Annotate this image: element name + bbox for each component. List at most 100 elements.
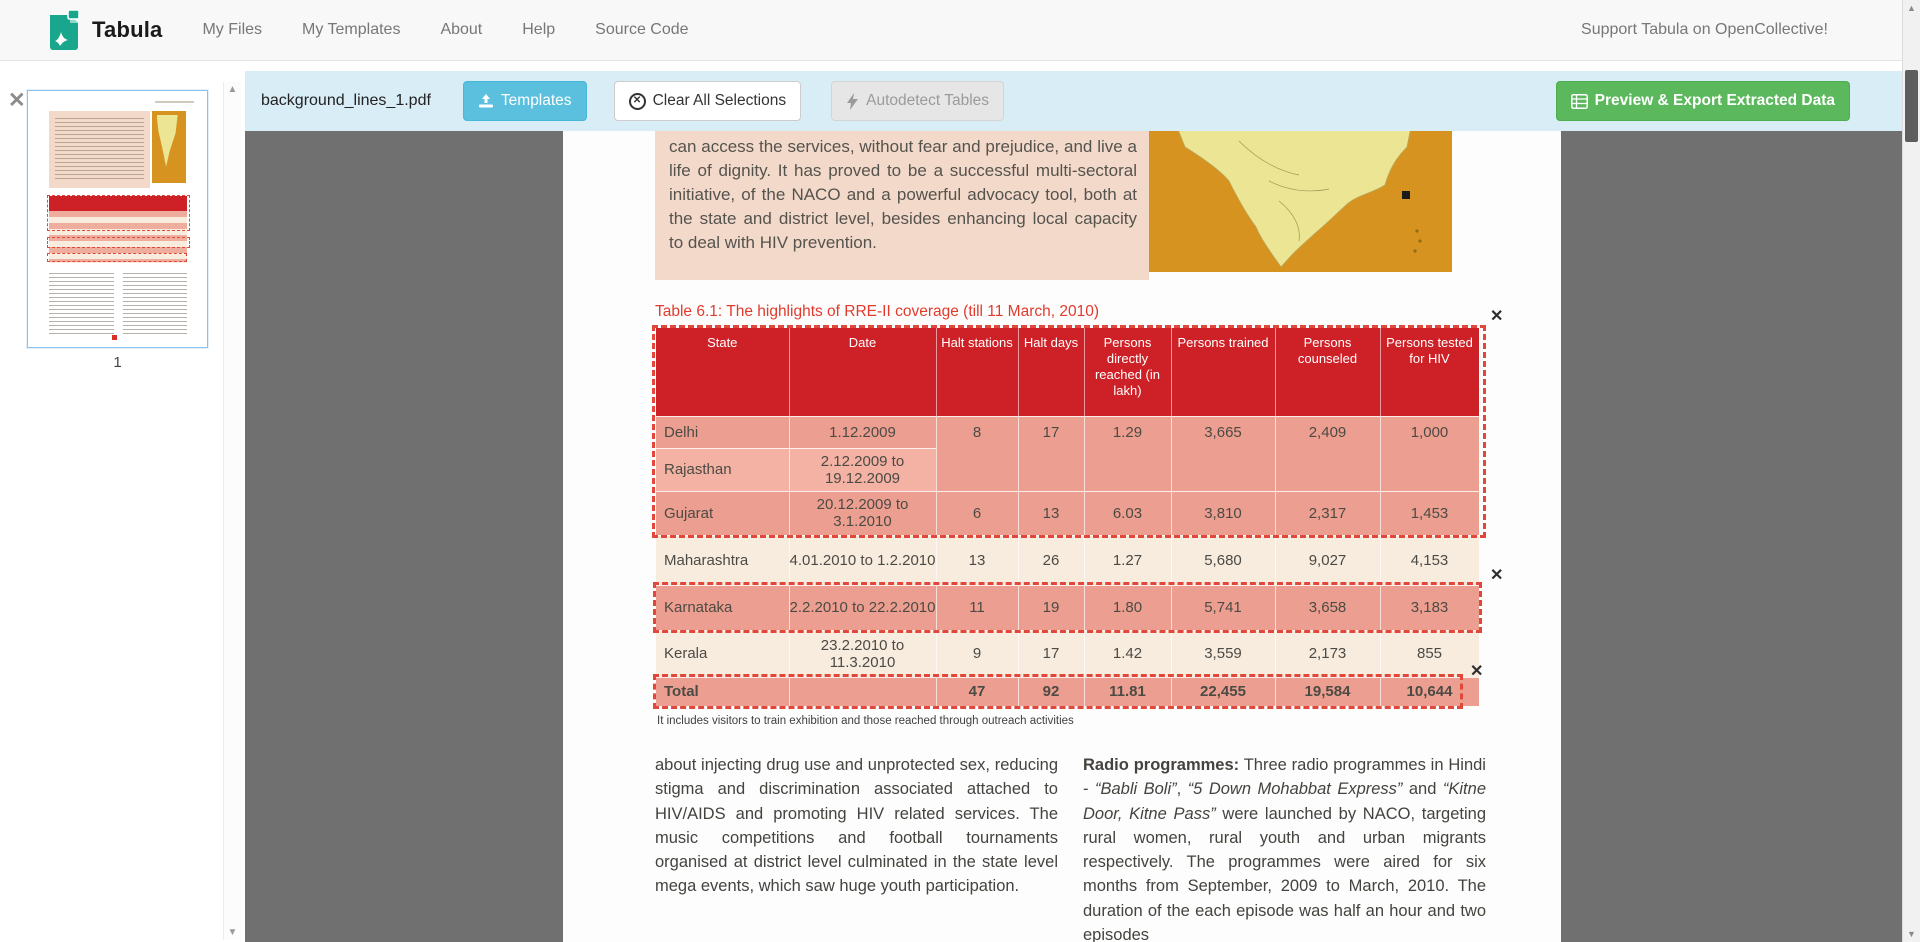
- support-link[interactable]: Support Tabula on OpenCollective!: [1581, 21, 1828, 38]
- table-cell: 1.42: [1084, 629, 1172, 677]
- window-scrollbar[interactable]: ▲ ▼: [1902, 0, 1920, 942]
- table-header-cell: Persons counseled: [1275, 328, 1381, 416]
- table-cell: 2,173: [1275, 629, 1381, 677]
- table-cell: 855: [1380, 629, 1480, 677]
- table-cell: Karnataka: [656, 584, 790, 630]
- navbar: Tabula My Files My Templates About Help …: [0, 0, 1920, 61]
- table-cell: Rajasthan: [656, 447, 790, 491]
- table-cell: 1,000: [1380, 415, 1480, 491]
- clear-selections-icon: ✕: [628, 92, 646, 110]
- table-cell: Kerala: [656, 629, 790, 677]
- nav-item-my-templates[interactable]: My Templates: [302, 21, 401, 38]
- india-map-figure: [1149, 131, 1452, 272]
- tabula-logo-icon: [50, 9, 80, 50]
- brand-link[interactable]: Tabula: [46, 9, 162, 51]
- remove-page-icon[interactable]: ✕: [8, 89, 26, 112]
- table-header-cell: Date: [789, 328, 937, 416]
- nav-item-source-code[interactable]: Source Code: [595, 21, 689, 38]
- templates-button[interactable]: Templates: [462, 81, 587, 121]
- nav-item-about[interactable]: About: [440, 21, 483, 38]
- selection-1-close-icon[interactable]: ✕: [1490, 308, 1504, 325]
- table-footnote: It includes visitors to train exhibition…: [657, 715, 1074, 727]
- table-cell: Gujarat: [656, 490, 790, 535]
- pdf-page[interactable]: can access the services, without fear an…: [563, 131, 1561, 942]
- selection-2-close-icon[interactable]: ✕: [1490, 567, 1504, 584]
- thumb-selection-3: [46, 253, 188, 262]
- table-header-cell: Persons tested for HIV: [1380, 328, 1480, 416]
- table-cell: 1.12.2009: [789, 415, 937, 448]
- map-legend-swatch: [1402, 191, 1410, 199]
- table-cell: 3,810: [1171, 490, 1276, 535]
- preview-export-button[interactable]: Preview & Export Extracted Data: [1555, 81, 1850, 121]
- clear-button-label: Clear All Selections: [652, 92, 787, 109]
- nav-item-my-files[interactable]: My Files: [202, 21, 263, 38]
- export-table-icon: [1570, 93, 1588, 109]
- document-viewport: can access the services, without fear an…: [245, 131, 1902, 942]
- scroll-up-icon[interactable]: ▲: [1907, 3, 1916, 13]
- table-cell: 22,455: [1171, 676, 1276, 706]
- templates-icon: [478, 94, 493, 108]
- table-cell: 4.01.2010 to 1.2.2010: [789, 534, 937, 585]
- page-sidebar: ✕ 1 ▲ ▼: [0, 62, 245, 942]
- table-cell: 92: [1018, 676, 1085, 706]
- body-text-left-column: about injecting drug use and unprotected…: [655, 756, 1058, 896]
- table-cell: 2.12.2009 to 19.12.2009: [789, 447, 937, 491]
- body-text-right-column: Radio programmes: Three radio programmes…: [1083, 756, 1487, 942]
- autodetect-tables-button[interactable]: Autodetect Tables: [831, 81, 1005, 121]
- page-thumbnail[interactable]: [27, 90, 208, 348]
- table-cell: 9: [936, 629, 1019, 677]
- table-row: Total 47 92 11.81 22,455 19,584 10,644: [656, 676, 1480, 706]
- clear-all-selections-button[interactable]: ✕ Clear All Selections: [613, 81, 802, 121]
- table-cell: Maharashtra: [656, 534, 790, 585]
- table-selection-1[interactable]: [652, 325, 1486, 538]
- table-row: Kerala 23.2.2010 to 11.3.2010 9 17 1.42 3,559…: [656, 629, 1480, 677]
- table-cell: 47: [936, 676, 1019, 706]
- thumb-selection-handle: [112, 335, 118, 341]
- nav-item-help[interactable]: Help: [522, 21, 556, 38]
- table-cell: 3,665: [1171, 415, 1276, 491]
- table-cell: 2,317: [1275, 490, 1381, 535]
- document-filename: background_lines_1.pdf: [261, 92, 431, 109]
- table-cell: 5,680: [1171, 534, 1276, 585]
- table-row: Maharashtra 4.01.2010 to 1.2.2010 13 26 1.27…: [656, 534, 1480, 585]
- toolbar: background_lines_1.pdf Templates ✕ Clear…: [245, 71, 1902, 131]
- table-cell: [789, 676, 937, 706]
- table-selection-2[interactable]: [653, 582, 1482, 633]
- table-cell: Delhi: [656, 415, 790, 448]
- table-row: Gujarat 20.12.2009 to 3.1.2010 6 13 6.03 3,81…: [656, 490, 1480, 535]
- thumb-india-map: [151, 111, 186, 184]
- table-header-row: State Date Halt stations Halt days Persons d…: [656, 328, 1480, 416]
- scroll-down-icon[interactable]: ▼: [1907, 929, 1916, 939]
- lightning-icon: [847, 92, 859, 110]
- table-cell: 2,409: [1275, 415, 1381, 491]
- table-cell: 17: [1018, 415, 1085, 491]
- table-cell: 19,584: [1275, 676, 1381, 706]
- intro-paragraph-block: can access the services, without fear an…: [655, 131, 1149, 280]
- thumb-annual-report-text: [155, 101, 195, 104]
- scrollbar-thumb[interactable]: [1905, 70, 1918, 142]
- page-number-label: 1: [113, 354, 122, 371]
- thumb-text-column-left: [49, 272, 114, 335]
- table-cell: 4,153: [1380, 534, 1480, 585]
- autodetect-button-label: Autodetect Tables: [866, 92, 990, 109]
- table-selection-3[interactable]: [653, 674, 1463, 709]
- table-cell: 3,658: [1275, 584, 1381, 630]
- table-header-cell: State: [656, 328, 790, 416]
- table-cell: 6: [936, 490, 1019, 535]
- table-cell: 11: [936, 584, 1019, 630]
- sidebar-scroll-up-icon[interactable]: ▲: [227, 84, 238, 95]
- selection-3-close-icon[interactable]: ✕: [1470, 663, 1484, 680]
- table-cell: 26: [1018, 534, 1085, 585]
- sidebar-scrollbar[interactable]: ▲ ▼: [223, 82, 241, 940]
- table-cell: 1.80: [1084, 584, 1172, 630]
- table-cell: 3,183: [1380, 584, 1480, 630]
- table-cell: 13: [936, 534, 1019, 585]
- sidebar-scroll-down-icon[interactable]: ▼: [227, 927, 238, 938]
- table-cell: 8: [936, 415, 1019, 491]
- table-header-cell: Halt stations: [936, 328, 1019, 416]
- table-cell: 17: [1018, 629, 1085, 677]
- templates-button-label: Templates: [500, 92, 572, 109]
- thumb-selection-2: [46, 237, 191, 248]
- table-row: Delhi 1.12.2009 8 17 1.29 3,665 2,409 1,000: [656, 415, 1480, 491]
